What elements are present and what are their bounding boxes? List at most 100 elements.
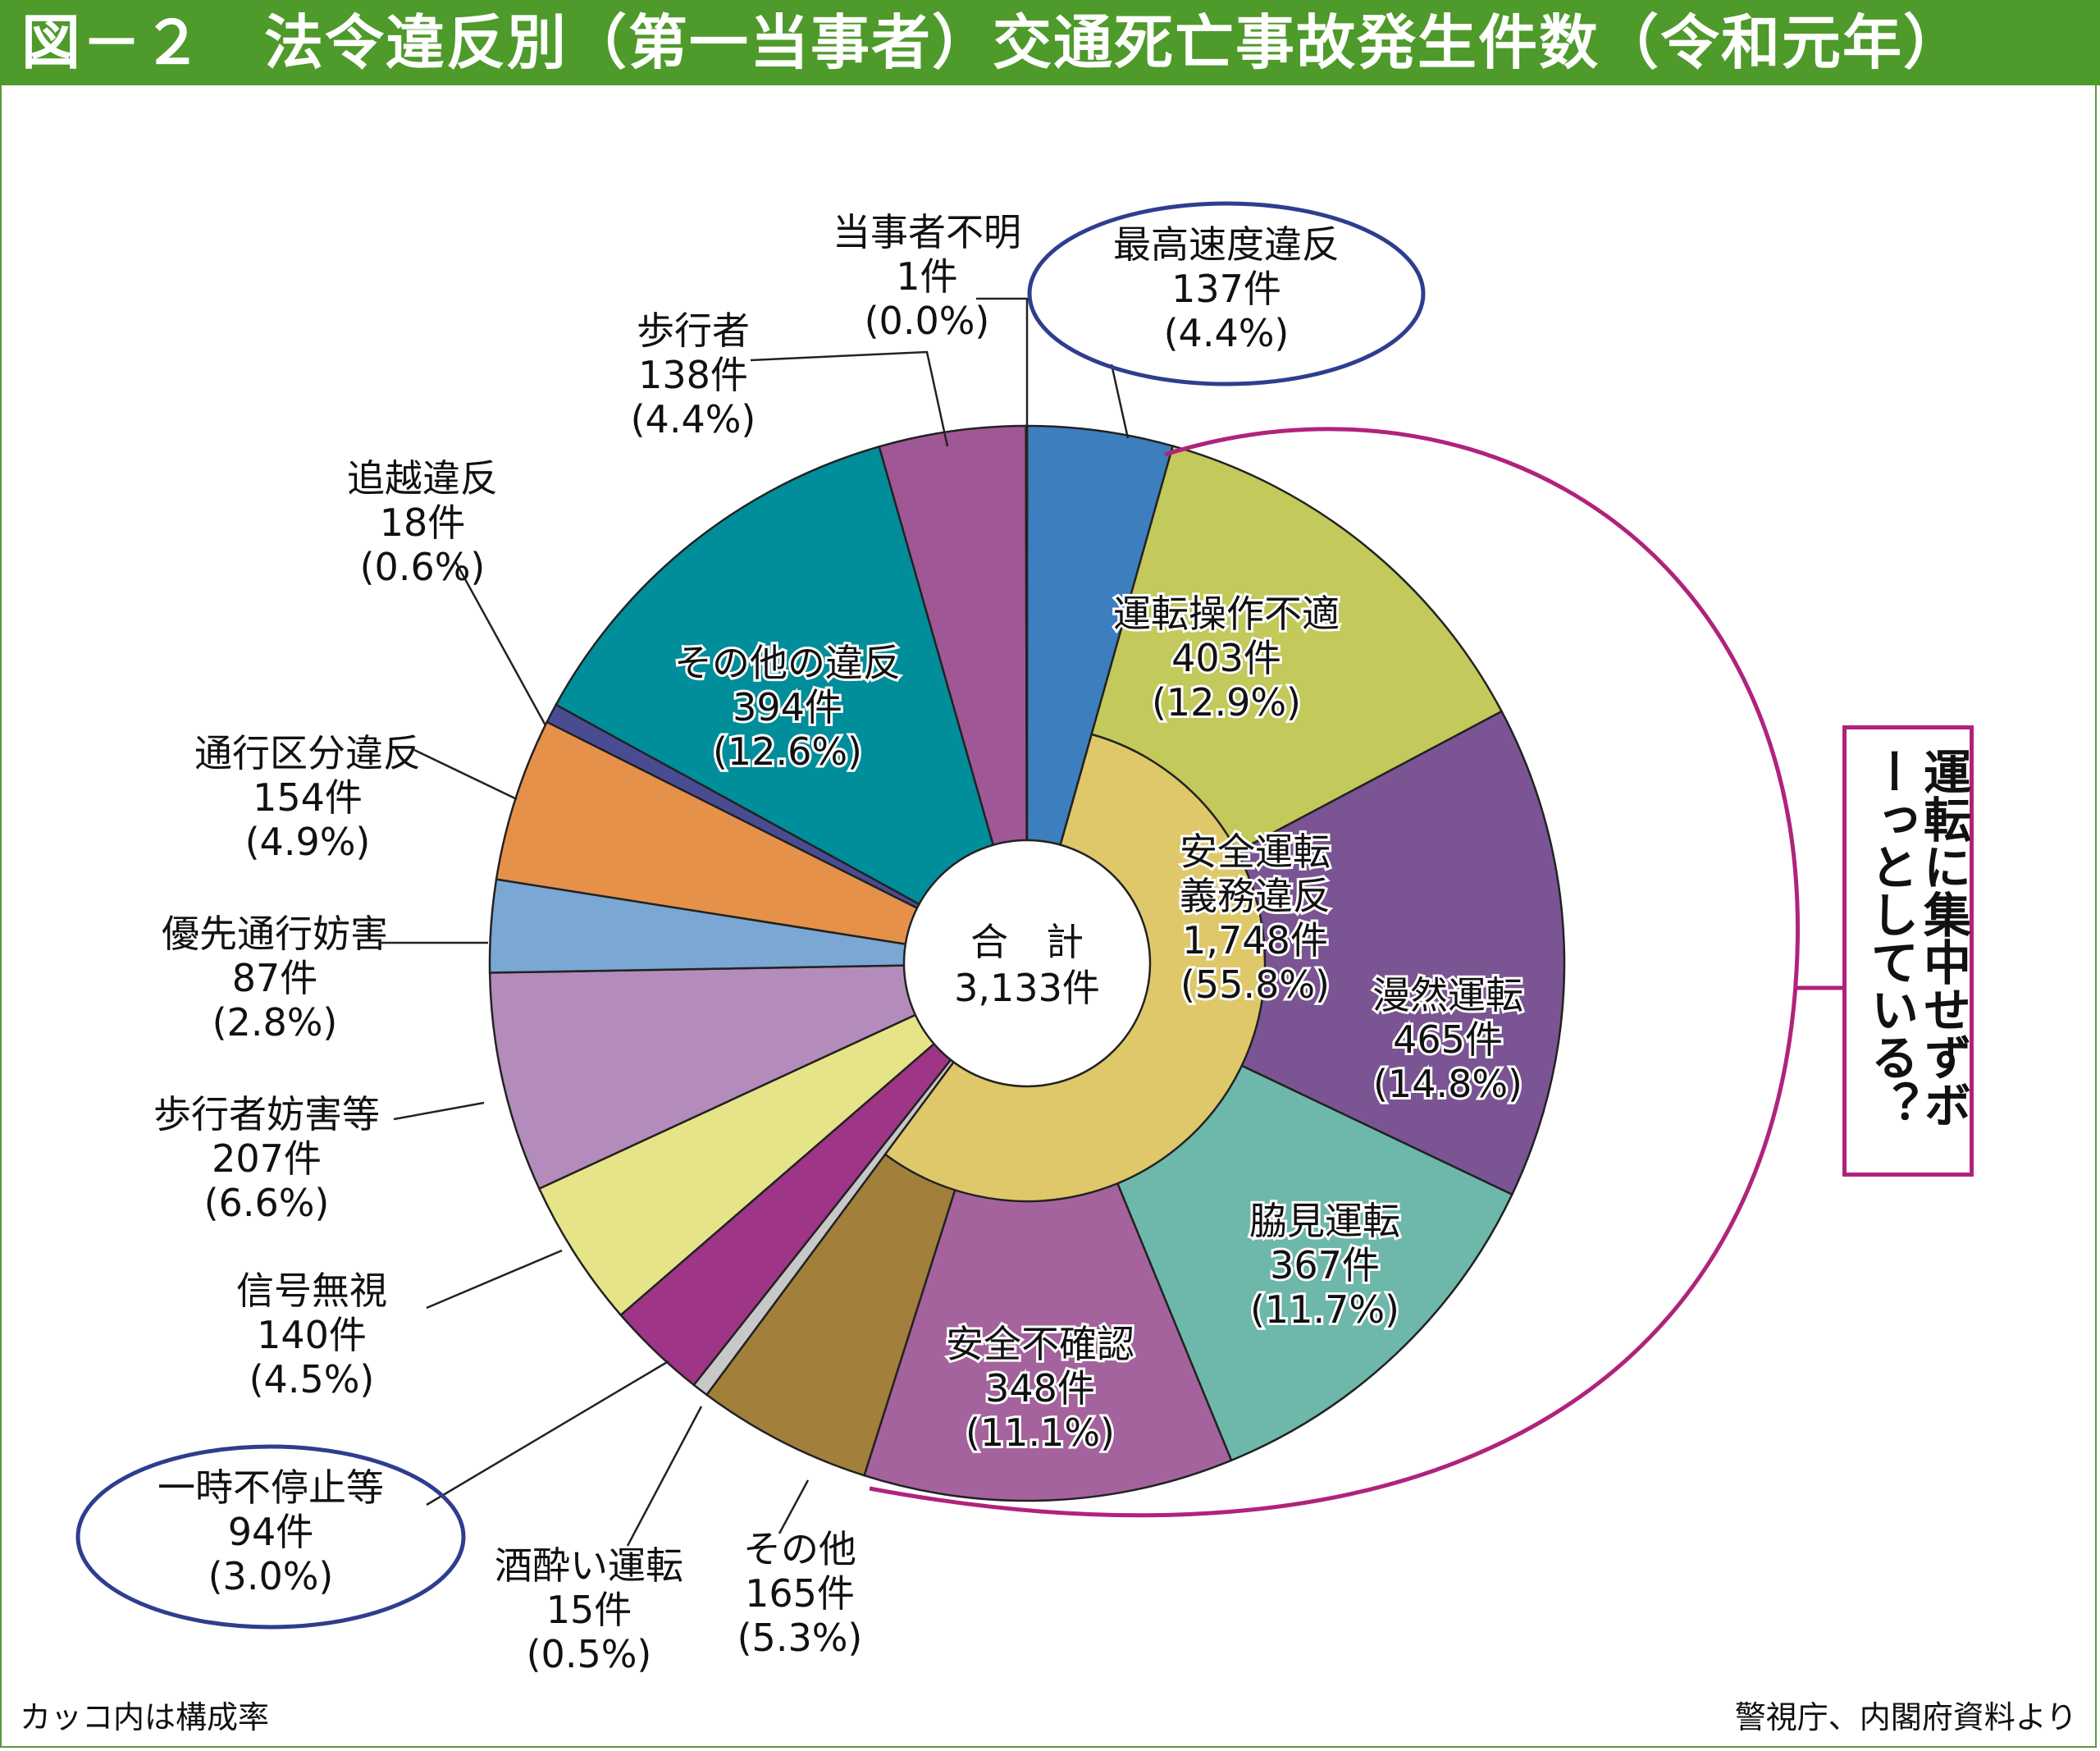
- slice-name-5: その他: [743, 1527, 856, 1571]
- callout-box: 運転に集中せずボーっとしている？: [1842, 725, 1974, 1177]
- inner-name-2: 義務違反: [1180, 874, 1331, 918]
- slice-count-5: 165件: [745, 1571, 855, 1616]
- slice-name-12: 追越違反: [347, 456, 498, 501]
- slice-13: [555, 445, 1029, 966]
- slice-pct-1: (12.9%): [1152, 680, 1301, 725]
- slice-2: [1025, 710, 1566, 1196]
- slice-4: [862, 960, 1233, 1502]
- slice-count-14: 138件: [638, 353, 748, 397]
- slice-pct-4: (11.1%): [966, 1410, 1115, 1455]
- leader-lines-layer: [381, 297, 1842, 1547]
- leader-line-7: [426, 1360, 669, 1506]
- slice-name-14: 歩行者: [637, 309, 750, 353]
- leader-line-11: [413, 748, 518, 801]
- slice-name-15: 当事者不明: [833, 210, 1021, 254]
- slice-name-1: 運転操作不適: [1113, 592, 1340, 636]
- inner-group-layer: [883, 733, 1267, 1203]
- slice-pct-10: (2.8%): [212, 1000, 338, 1045]
- inner-pct: (55.8%): [1180, 962, 1330, 1007]
- leader-line-12: [454, 560, 547, 726]
- slice-pct-9: (6.6%): [204, 1181, 330, 1225]
- highlight-ellipse-0: [1027, 201, 1426, 386]
- slice-name-6: 酒酔い運転: [495, 1543, 683, 1588]
- slice-name-11: 通行区分違反: [194, 731, 421, 775]
- slice-count-3: 367件: [1270, 1243, 1380, 1287]
- slice-count-4: 348件: [985, 1366, 1095, 1410]
- slice-9: [488, 962, 1028, 1191]
- slice-pct-0: (4.4%): [1164, 311, 1290, 355]
- labels-layer: 最高速度違反137件(4.4%)運転操作不適403件(12.9%)漫然運転465…: [75, 201, 1526, 1676]
- center-total: 3,133件: [954, 966, 1100, 1010]
- leader-line-5: [778, 1479, 810, 1534]
- slice-count-15: 1件: [896, 254, 957, 299]
- slice-count-12: 18件: [380, 501, 466, 545]
- slice-count-13: 394件: [733, 685, 842, 729]
- slice-count-10: 87件: [232, 956, 318, 1000]
- slice-0: [1025, 424, 1175, 964]
- slice-name-3: 脇見運転: [1249, 1199, 1400, 1243]
- inner-count: 1,748件: [1182, 918, 1328, 962]
- slice-count-11: 154件: [253, 775, 363, 820]
- slice-14: [878, 424, 1029, 964]
- slice-pct-2: (14.8%): [1373, 1062, 1522, 1106]
- leader-line-9: [393, 1101, 485, 1121]
- leader-line-14: [750, 350, 949, 447]
- slice-pct-8: (4.5%): [249, 1357, 375, 1401]
- slice-count-2: 465件: [1393, 1017, 1503, 1062]
- pie-chart: 最高速度違反137件(4.4%)運転操作不適403件(12.9%)漫然運転465…: [75, 201, 1842, 1676]
- slice-name-13: その他の違反: [674, 641, 901, 685]
- slice-name-10: 優先通行妨害: [162, 912, 388, 956]
- leader-line-0: [1110, 363, 1130, 439]
- center-label: 合 計: [970, 920, 1084, 964]
- title-bar: 図－２ 法令違反別（第一当事者）交通死亡事故発生件数（令和元年）: [0, 0, 2100, 85]
- slice-count-0: 137件: [1171, 267, 1281, 311]
- inner-name-1: 安全運転: [1180, 830, 1331, 874]
- slice-name-4: 安全不確認: [946, 1322, 1134, 1366]
- source-text: 警視庁、内閣府資料より: [1734, 1699, 2077, 1735]
- slice-8: [537, 962, 1028, 1317]
- slice-pct-12: (0.6%): [360, 545, 486, 589]
- slice-pct-13: (12.6%): [713, 729, 862, 774]
- chart-title: 図－２ 法令違反別（第一当事者）交通死亡事故発生件数（令和元年）: [21, 8, 1965, 77]
- highlight-ellipse-7: [75, 1444, 466, 1630]
- slice-name-0: 最高速度違反: [1113, 222, 1340, 267]
- slice-pct-11: (4.9%): [245, 820, 371, 864]
- slice-pct-14: (4.4%): [631, 397, 756, 441]
- note-text: カッコ内は構成率: [20, 1699, 270, 1735]
- center-hole: [902, 839, 1152, 1088]
- slice-name-2: 漫然運転: [1372, 973, 1523, 1017]
- leader-line-8: [426, 1249, 563, 1310]
- slices-layer: [488, 424, 1566, 1502]
- slice-pct-7: (3.0%): [208, 1554, 334, 1598]
- callout-text: 運転に集中せずボーっとしている？: [1863, 747, 1971, 1128]
- slice-count-7: 94件: [228, 1510, 314, 1554]
- slice-count-9: 207件: [212, 1136, 322, 1181]
- slice-pct-3: (11.7%): [1250, 1287, 1399, 1332]
- center-total-label: 合 計3,133件: [954, 920, 1100, 1010]
- slice-name-8: 信号無視: [236, 1269, 387, 1313]
- slice-pct-5: (5.3%): [737, 1616, 863, 1660]
- leader-line-6: [626, 1406, 703, 1547]
- slice-name-7: 一時不停止等: [158, 1465, 384, 1510]
- group-bracket: [869, 427, 1800, 1518]
- slice-count-1: 403件: [1171, 636, 1281, 680]
- slice-pct-6: (0.5%): [527, 1632, 652, 1676]
- slice-pct-15: (0.0%): [865, 299, 990, 343]
- slice-count-8: 140件: [257, 1313, 367, 1357]
